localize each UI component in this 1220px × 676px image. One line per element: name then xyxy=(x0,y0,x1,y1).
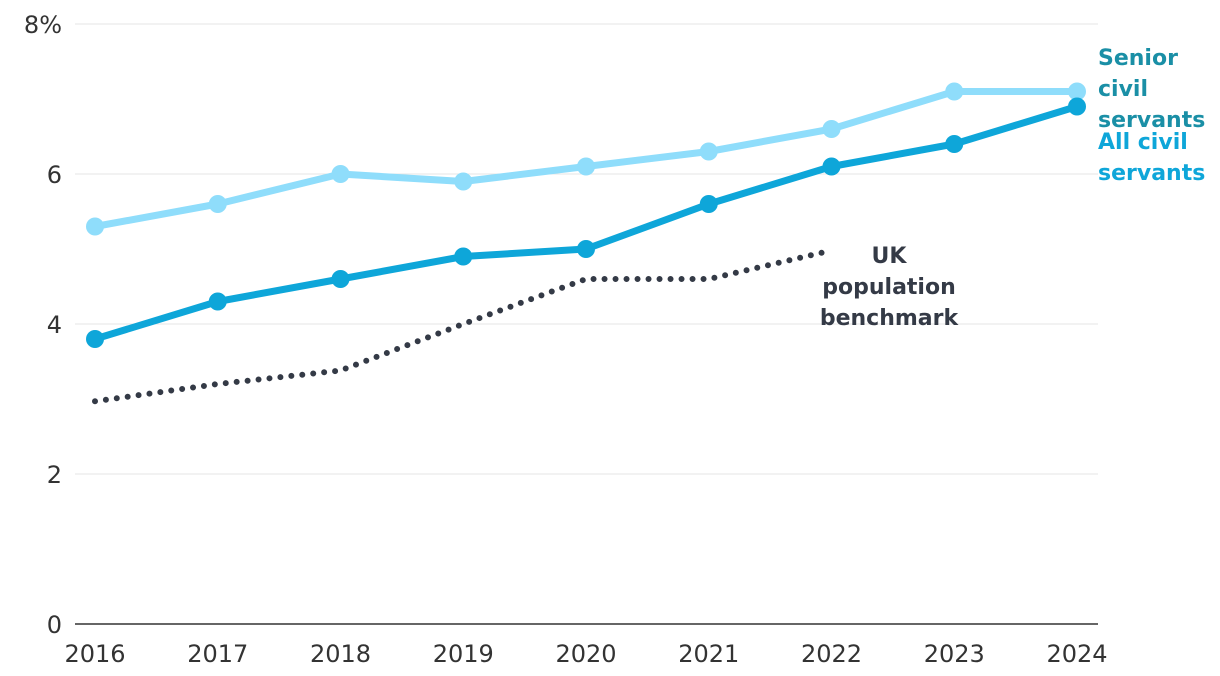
data-point-senior xyxy=(331,165,350,183)
data-point-senior xyxy=(86,217,104,236)
data-point-senior xyxy=(1068,82,1086,101)
axes: 0 2 4 6 8% 2016 2017 2018 2019 2020 2021 2022 2023 20… xyxy=(24,11,1108,668)
x-tick-label: 2016 xyxy=(64,640,125,668)
label-senior-civil-servants: Senior civil servants xyxy=(1098,46,1205,133)
x-tick-label: 2018 xyxy=(310,640,371,668)
x-tick-label: 2022 xyxy=(801,640,862,668)
data-point-all xyxy=(822,157,841,176)
data-point-all xyxy=(331,270,350,288)
x-tick-label: 2023 xyxy=(924,640,985,668)
data-point-senior xyxy=(577,157,595,176)
x-tick-label: 2017 xyxy=(187,640,248,668)
y-tick-label: 0 xyxy=(47,611,62,639)
data-point-all xyxy=(86,330,104,348)
data-point-all xyxy=(1068,97,1086,116)
data-point-senior xyxy=(699,142,718,161)
data-point-senior xyxy=(208,195,227,213)
data-point-all xyxy=(699,195,718,213)
x-tick-label: 2019 xyxy=(433,640,494,668)
data-point-senior xyxy=(454,172,473,191)
x-tick-label: 2024 xyxy=(1046,640,1107,668)
data-point-all xyxy=(208,292,227,311)
x-tick-label: 2021 xyxy=(678,640,739,668)
series-line-all xyxy=(91,103,1081,343)
y-tick-label: 6 xyxy=(47,161,62,189)
data-point-all xyxy=(454,247,473,266)
y-tick-label: 4 xyxy=(47,311,62,339)
data-point-all xyxy=(577,240,595,258)
data-point-all xyxy=(945,135,964,153)
y-tick-label: 2 xyxy=(47,461,62,489)
series-lines xyxy=(86,82,1086,405)
data-point-senior xyxy=(945,82,964,101)
label-all-civil-servants: All civil servants xyxy=(1098,130,1205,186)
label-uk-population-benchmark: UK population benchmark xyxy=(820,244,960,331)
x-tick-label: 2020 xyxy=(555,640,616,668)
series-line-benchmark xyxy=(92,247,835,405)
y-tick-label: 8% xyxy=(24,11,62,39)
data-point-senior xyxy=(822,120,841,138)
